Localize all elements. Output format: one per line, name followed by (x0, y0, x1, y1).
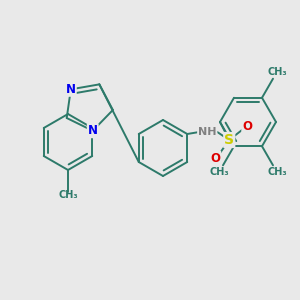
Text: CH₃: CH₃ (58, 190, 78, 200)
Text: N: N (66, 83, 76, 96)
Text: CH₃: CH₃ (209, 167, 229, 177)
Text: CH₃: CH₃ (267, 167, 287, 177)
Text: N: N (88, 124, 98, 137)
Text: O: O (242, 119, 252, 133)
Text: NH: NH (198, 127, 217, 137)
Text: S: S (224, 133, 234, 147)
Text: O: O (210, 152, 220, 164)
Text: CH₃: CH₃ (267, 67, 287, 77)
